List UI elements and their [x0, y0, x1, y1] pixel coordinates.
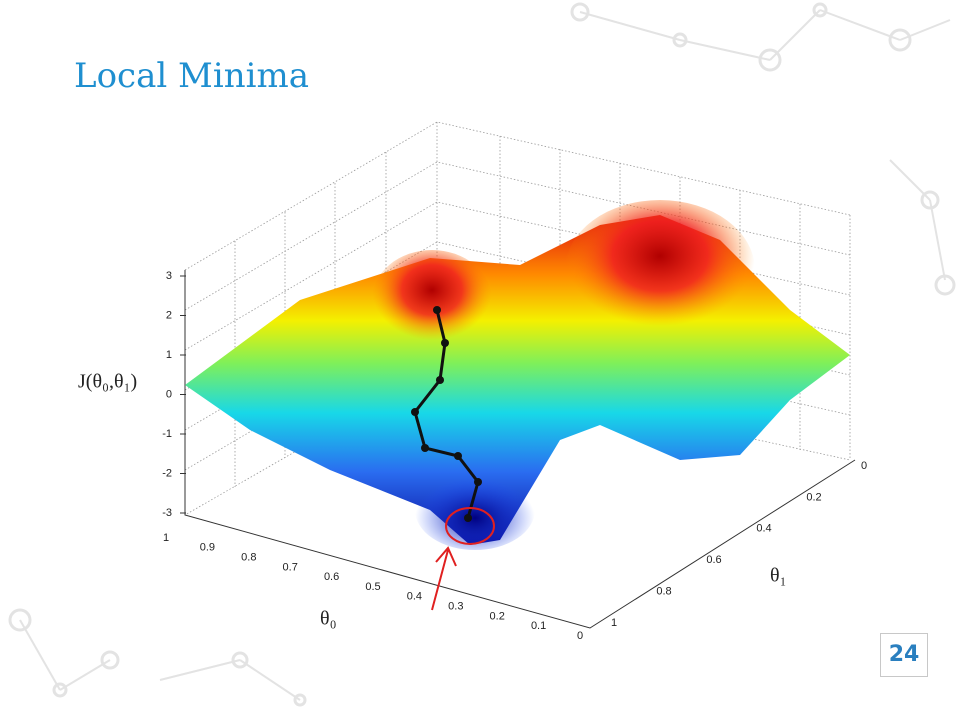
minimum-circle — [445, 507, 495, 545]
x-tick-label: 0.9 — [200, 542, 215, 554]
x-tick-label: 0.3 — [448, 601, 463, 613]
z-tick-label: 1 — [166, 349, 172, 361]
axis-label: θ₀ — [320, 608, 337, 630]
descent-steps — [411, 306, 482, 522]
y-tick-label: 0.6 — [706, 554, 721, 566]
z-tick-label: -3 — [162, 507, 172, 519]
x-tick-label: 0.7 — [283, 561, 298, 573]
z-tick-label: 0 — [166, 388, 172, 400]
minimum-arrow — [431, 546, 457, 611]
axis-label: J(θ₀,θ₁) — [78, 371, 137, 393]
plot-box — [184, 121, 856, 629]
surface-pit — [415, 470, 535, 550]
slide-title: Local Minima — [74, 56, 310, 96]
background-network — [8, 2, 956, 707]
z-tick-label: -1 — [162, 428, 172, 440]
x-tick-label: 1 — [163, 532, 169, 544]
x-tick-label: 0.5 — [365, 581, 380, 593]
y-tick-label: 1 — [611, 617, 617, 629]
x-tick-label: 0.6 — [324, 571, 339, 583]
x-tick-label: 0.4 — [407, 591, 422, 603]
x-tick-label: 0 — [577, 630, 583, 642]
y-tick-label: 0.4 — [756, 523, 771, 535]
z-tick-label: 2 — [166, 309, 172, 321]
y-tick-label: 0.8 — [656, 586, 671, 598]
axis-label: θ₁ — [770, 565, 787, 587]
x-tick-label: 0.2 — [490, 610, 505, 622]
page-number: 24 — [880, 633, 928, 677]
x-tick-label: 0.1 — [531, 620, 546, 632]
x-tick-label: 0.8 — [241, 552, 256, 564]
y-tick-label: 0 — [861, 460, 867, 472]
z-tick-label: 3 — [166, 270, 172, 282]
surface-peak — [372, 250, 492, 350]
y-tick-label: 0.2 — [806, 491, 821, 503]
z-tick-label: -2 — [162, 467, 172, 479]
descent-path — [413, 309, 480, 519]
surface-peak — [565, 200, 755, 340]
